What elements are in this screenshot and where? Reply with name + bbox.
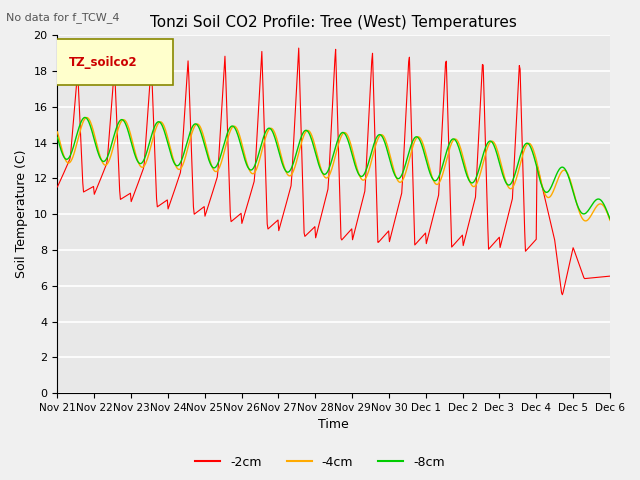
Text: TZ_soilco2: TZ_soilco2 (68, 56, 137, 69)
Title: Tonzi Soil CO2 Profile: Tree (West) Temperatures: Tonzi Soil CO2 Profile: Tree (West) Temp… (150, 15, 517, 30)
Y-axis label: Soil Temperature (C): Soil Temperature (C) (15, 150, 28, 278)
Text: No data for f_TCW_4: No data for f_TCW_4 (6, 12, 120, 23)
X-axis label: Time: Time (318, 419, 349, 432)
Legend: -2cm, -4cm, -8cm: -2cm, -4cm, -8cm (190, 451, 450, 474)
FancyBboxPatch shape (52, 39, 173, 85)
